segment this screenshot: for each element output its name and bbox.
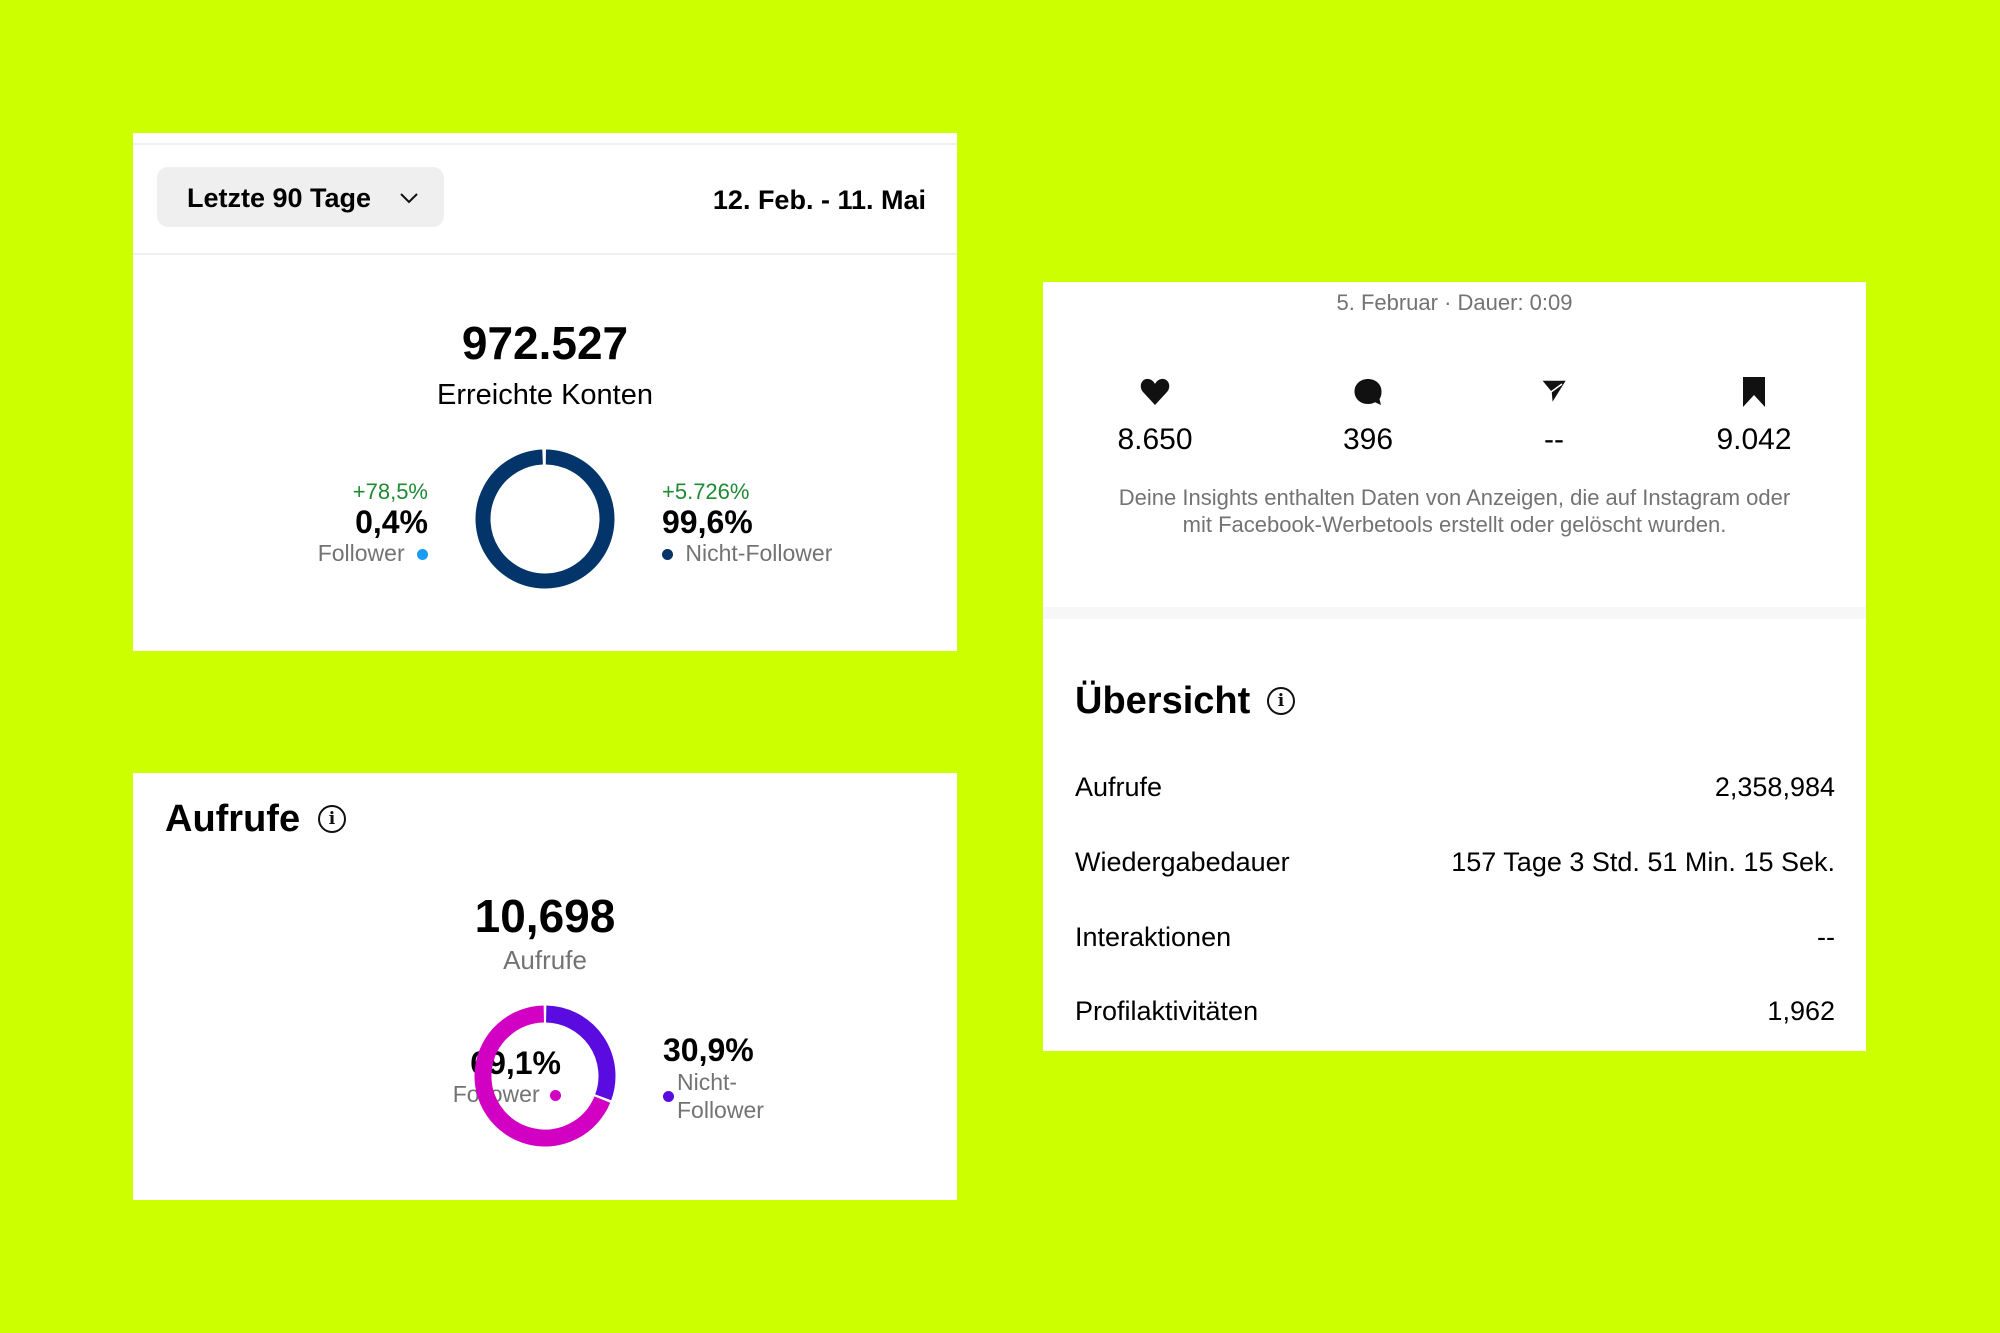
views-follower-label: Follower: [452, 1081, 540, 1107]
donut-segment-non-follower: [475, 449, 615, 589]
overview-row: Aufrufe 2,358,984: [1075, 772, 1835, 802]
follower-share: 0,4%: [355, 504, 428, 540]
top-divider: [133, 143, 957, 145]
views-total: 10,698: [474, 890, 616, 942]
reach-card: Letzte 90 Tage 12. Feb. - 11. Mai 972.52…: [133, 133, 957, 651]
stat-shares: --: [1494, 378, 1614, 458]
chevron-down-icon: [400, 193, 418, 204]
reach-donut: [475, 449, 615, 589]
views-follower-legend: Follower: [453, 1083, 561, 1106]
views-card: Aufrufe i 10,698 Aufrufe 69,1% Follower …: [133, 773, 957, 1200]
likes-value: 8.650: [1117, 423, 1193, 456]
overview-row: Interaktionen --: [1075, 922, 1835, 952]
donut-segment-follower: [474, 1005, 611, 1147]
overview-row: Profilaktivitäten 1,962: [1075, 996, 1835, 1026]
overview-row-value: 1,962: [1767, 996, 1835, 1026]
views-non-follower-label-2: Follower: [677, 1097, 764, 1123]
section-divider: [1043, 607, 1866, 619]
share-icon: [1540, 379, 1568, 405]
follower-dot: [417, 549, 428, 561]
views-total-label: Aufrufe: [503, 945, 587, 975]
info-icon[interactable]: i: [318, 805, 346, 833]
non-follower-dot: [662, 549, 673, 561]
non-follower-label: Nicht-Follower: [685, 540, 833, 566]
overview-row-value: 2,358,984: [1714, 772, 1835, 802]
comments-value: 396: [1342, 423, 1394, 456]
reach-total: 972.527: [461, 317, 629, 369]
views-non-follower-share: 30,9%: [663, 1032, 754, 1068]
overview-row-label: Profilaktivitäten: [1075, 996, 1259, 1026]
post-insights-card: 5. Februar · Dauer: 0:09 8.650 396 -- 9.…: [1043, 282, 1866, 1051]
bookmark-icon: [1743, 377, 1765, 407]
views-donut: [474, 1005, 616, 1147]
overview-title: Übersicht: [1075, 680, 1251, 722]
comment-icon: [1354, 379, 1382, 405]
post-meta: 5. Februar · Dauer: 0:09: [1336, 290, 1573, 315]
ads-note-line-2: mit Facebook-Werbetools erstellt oder ge…: [1182, 512, 1727, 537]
follower-change: +78,5%: [352, 479, 428, 504]
reach-total-label: Erreichte Konten: [436, 379, 653, 411]
non-follower-share: 99,6%: [662, 504, 753, 540]
views-non-follower-label-1: Nicht-: [677, 1069, 738, 1095]
views-follower-dot: [550, 1090, 561, 1102]
non-follower-change: +5.726%: [662, 479, 750, 504]
overview-row-value: 157 Tage 3 Std. 51 Min. 15 Sek.: [1451, 847, 1835, 877]
overview-info-icon[interactable]: i: [1267, 687, 1295, 715]
overview-row-label: Wiedergabedauer: [1075, 847, 1290, 877]
heart-icon: [1140, 378, 1170, 405]
overview-row-label: Aufrufe: [1075, 772, 1163, 802]
saves-value: 9.042: [1716, 423, 1792, 456]
stat-comments: 396: [1308, 378, 1428, 458]
period-dropdown-label: Letzte 90 Tage: [187, 183, 372, 213]
follower-label: Follower: [317, 540, 405, 566]
ads-note-line-1: Deine Insights enthalten Daten von Anzei…: [1118, 485, 1791, 510]
header-divider: [133, 253, 957, 255]
stat-likes: 8.650: [1095, 378, 1215, 458]
date-range: 12. Feb. - 11. Mai: [712, 185, 926, 215]
overview-row-label: Interaktionen: [1075, 922, 1232, 952]
non-follower-legend: Nicht-Follower: [662, 542, 832, 565]
stat-saves: 9.042: [1694, 377, 1814, 458]
overview-row-value: --: [1817, 922, 1835, 952]
views-non-follower-dot: [663, 1091, 674, 1102]
period-dropdown[interactable]: Letzte 90 Tage: [157, 167, 444, 227]
overview-row: Wiedergabedauer 157 Tage 3 Std. 51 Min. …: [1075, 847, 1835, 877]
shares-value: --: [1544, 423, 1564, 456]
donut-segment-non-follower: [545, 1005, 616, 1101]
views-title: Aufrufe: [165, 798, 301, 840]
follower-legend: Follower: [318, 542, 428, 565]
